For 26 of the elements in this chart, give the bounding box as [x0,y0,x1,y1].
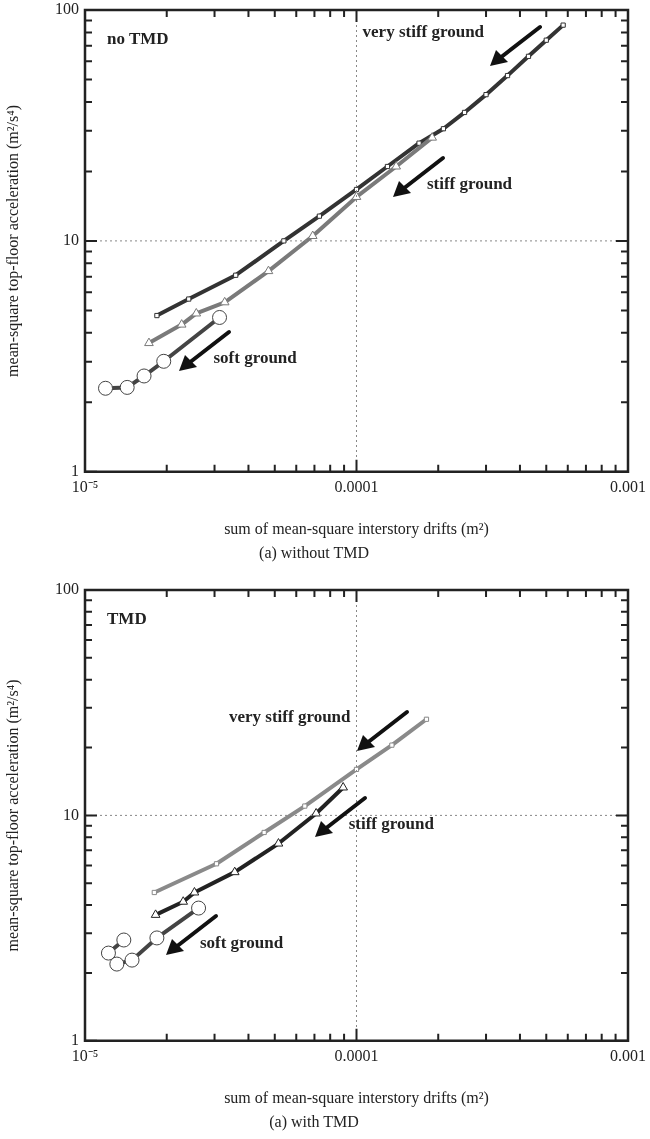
y-tick-label: 10 [63,231,79,249]
y-axis-title: mean-square top-floor acceleration (m²/s⁴) [3,679,22,952]
x-tick-label: 0.0001 [334,478,379,495]
x-axis-title: sum of mean-square interstory drifts (m²) [224,1089,489,1108]
y-tick-label: 10 [63,805,79,823]
x-tick-label: 10⁻⁵ [71,1047,99,1064]
x-tick-label: 0.001 [610,1047,646,1064]
text: (a) with TMD [269,1112,359,1131]
x-tick-label: 0.0001 [334,1047,379,1064]
y-tick-label: 1 [71,1031,79,1048]
x-axis-title: sum of mean-square interstory drifts (m²) [224,520,489,539]
annotation: TMD [107,609,147,629]
y-tick-label: 100 [55,580,79,598]
annotation: very stiff ground [362,21,485,41]
annotation: stiff ground [426,174,513,194]
annotation: soft ground [213,348,298,368]
y-axis-title: mean-square top-floor acceleration (m²/s⁴) [3,104,22,377]
annotation: stiff ground [348,814,435,834]
annotation: very stiff ground [228,706,352,726]
y-tick-label: 100 [55,0,79,18]
x-tick-label: 10⁻⁵ [71,478,99,495]
text: (a) without TMD [259,543,369,562]
annotation: soft ground [199,932,284,952]
y-tick-label: 1 [71,462,79,479]
x-tick-label: 0.001 [610,478,646,495]
annotation: no TMD [107,29,169,49]
